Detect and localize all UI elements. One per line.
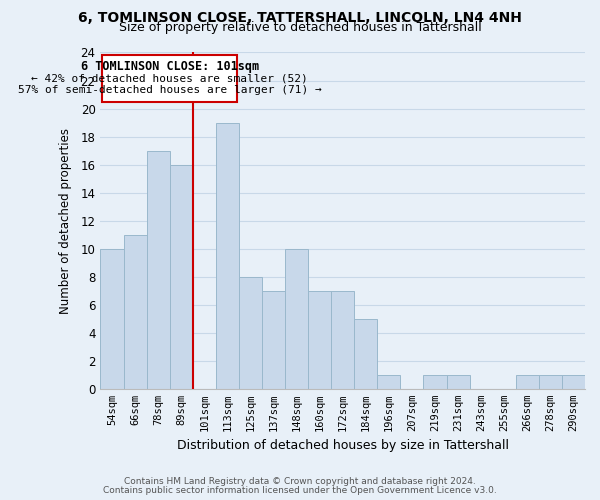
Y-axis label: Number of detached properties: Number of detached properties bbox=[59, 128, 72, 314]
Text: 6 TOMLINSON CLOSE: 101sqm: 6 TOMLINSON CLOSE: 101sqm bbox=[80, 60, 259, 73]
FancyBboxPatch shape bbox=[102, 54, 237, 102]
Text: ← 42% of detached houses are smaller (52): ← 42% of detached houses are smaller (52… bbox=[31, 74, 308, 84]
X-axis label: Distribution of detached houses by size in Tattershall: Distribution of detached houses by size … bbox=[177, 440, 509, 452]
Text: 6, TOMLINSON CLOSE, TATTERSHALL, LINCOLN, LN4 4NH: 6, TOMLINSON CLOSE, TATTERSHALL, LINCOLN… bbox=[78, 11, 522, 25]
Bar bbox=[170, 164, 193, 389]
Bar bbox=[285, 248, 308, 389]
Bar bbox=[262, 290, 285, 389]
Bar bbox=[516, 375, 539, 389]
Bar bbox=[308, 290, 331, 389]
Text: Contains public sector information licensed under the Open Government Licence v3: Contains public sector information licen… bbox=[103, 486, 497, 495]
Bar bbox=[539, 375, 562, 389]
Bar bbox=[354, 318, 377, 389]
Bar bbox=[562, 375, 585, 389]
Text: Size of property relative to detached houses in Tattershall: Size of property relative to detached ho… bbox=[119, 22, 481, 35]
Bar bbox=[424, 375, 446, 389]
Bar bbox=[377, 375, 400, 389]
Bar bbox=[239, 276, 262, 389]
Bar bbox=[331, 290, 354, 389]
Text: 57% of semi-detached houses are larger (71) →: 57% of semi-detached houses are larger (… bbox=[18, 86, 322, 96]
Bar bbox=[146, 150, 170, 389]
Bar bbox=[446, 375, 470, 389]
Text: Contains HM Land Registry data © Crown copyright and database right 2024.: Contains HM Land Registry data © Crown c… bbox=[124, 477, 476, 486]
Bar bbox=[100, 248, 124, 389]
Bar bbox=[124, 234, 146, 389]
Bar bbox=[216, 122, 239, 389]
